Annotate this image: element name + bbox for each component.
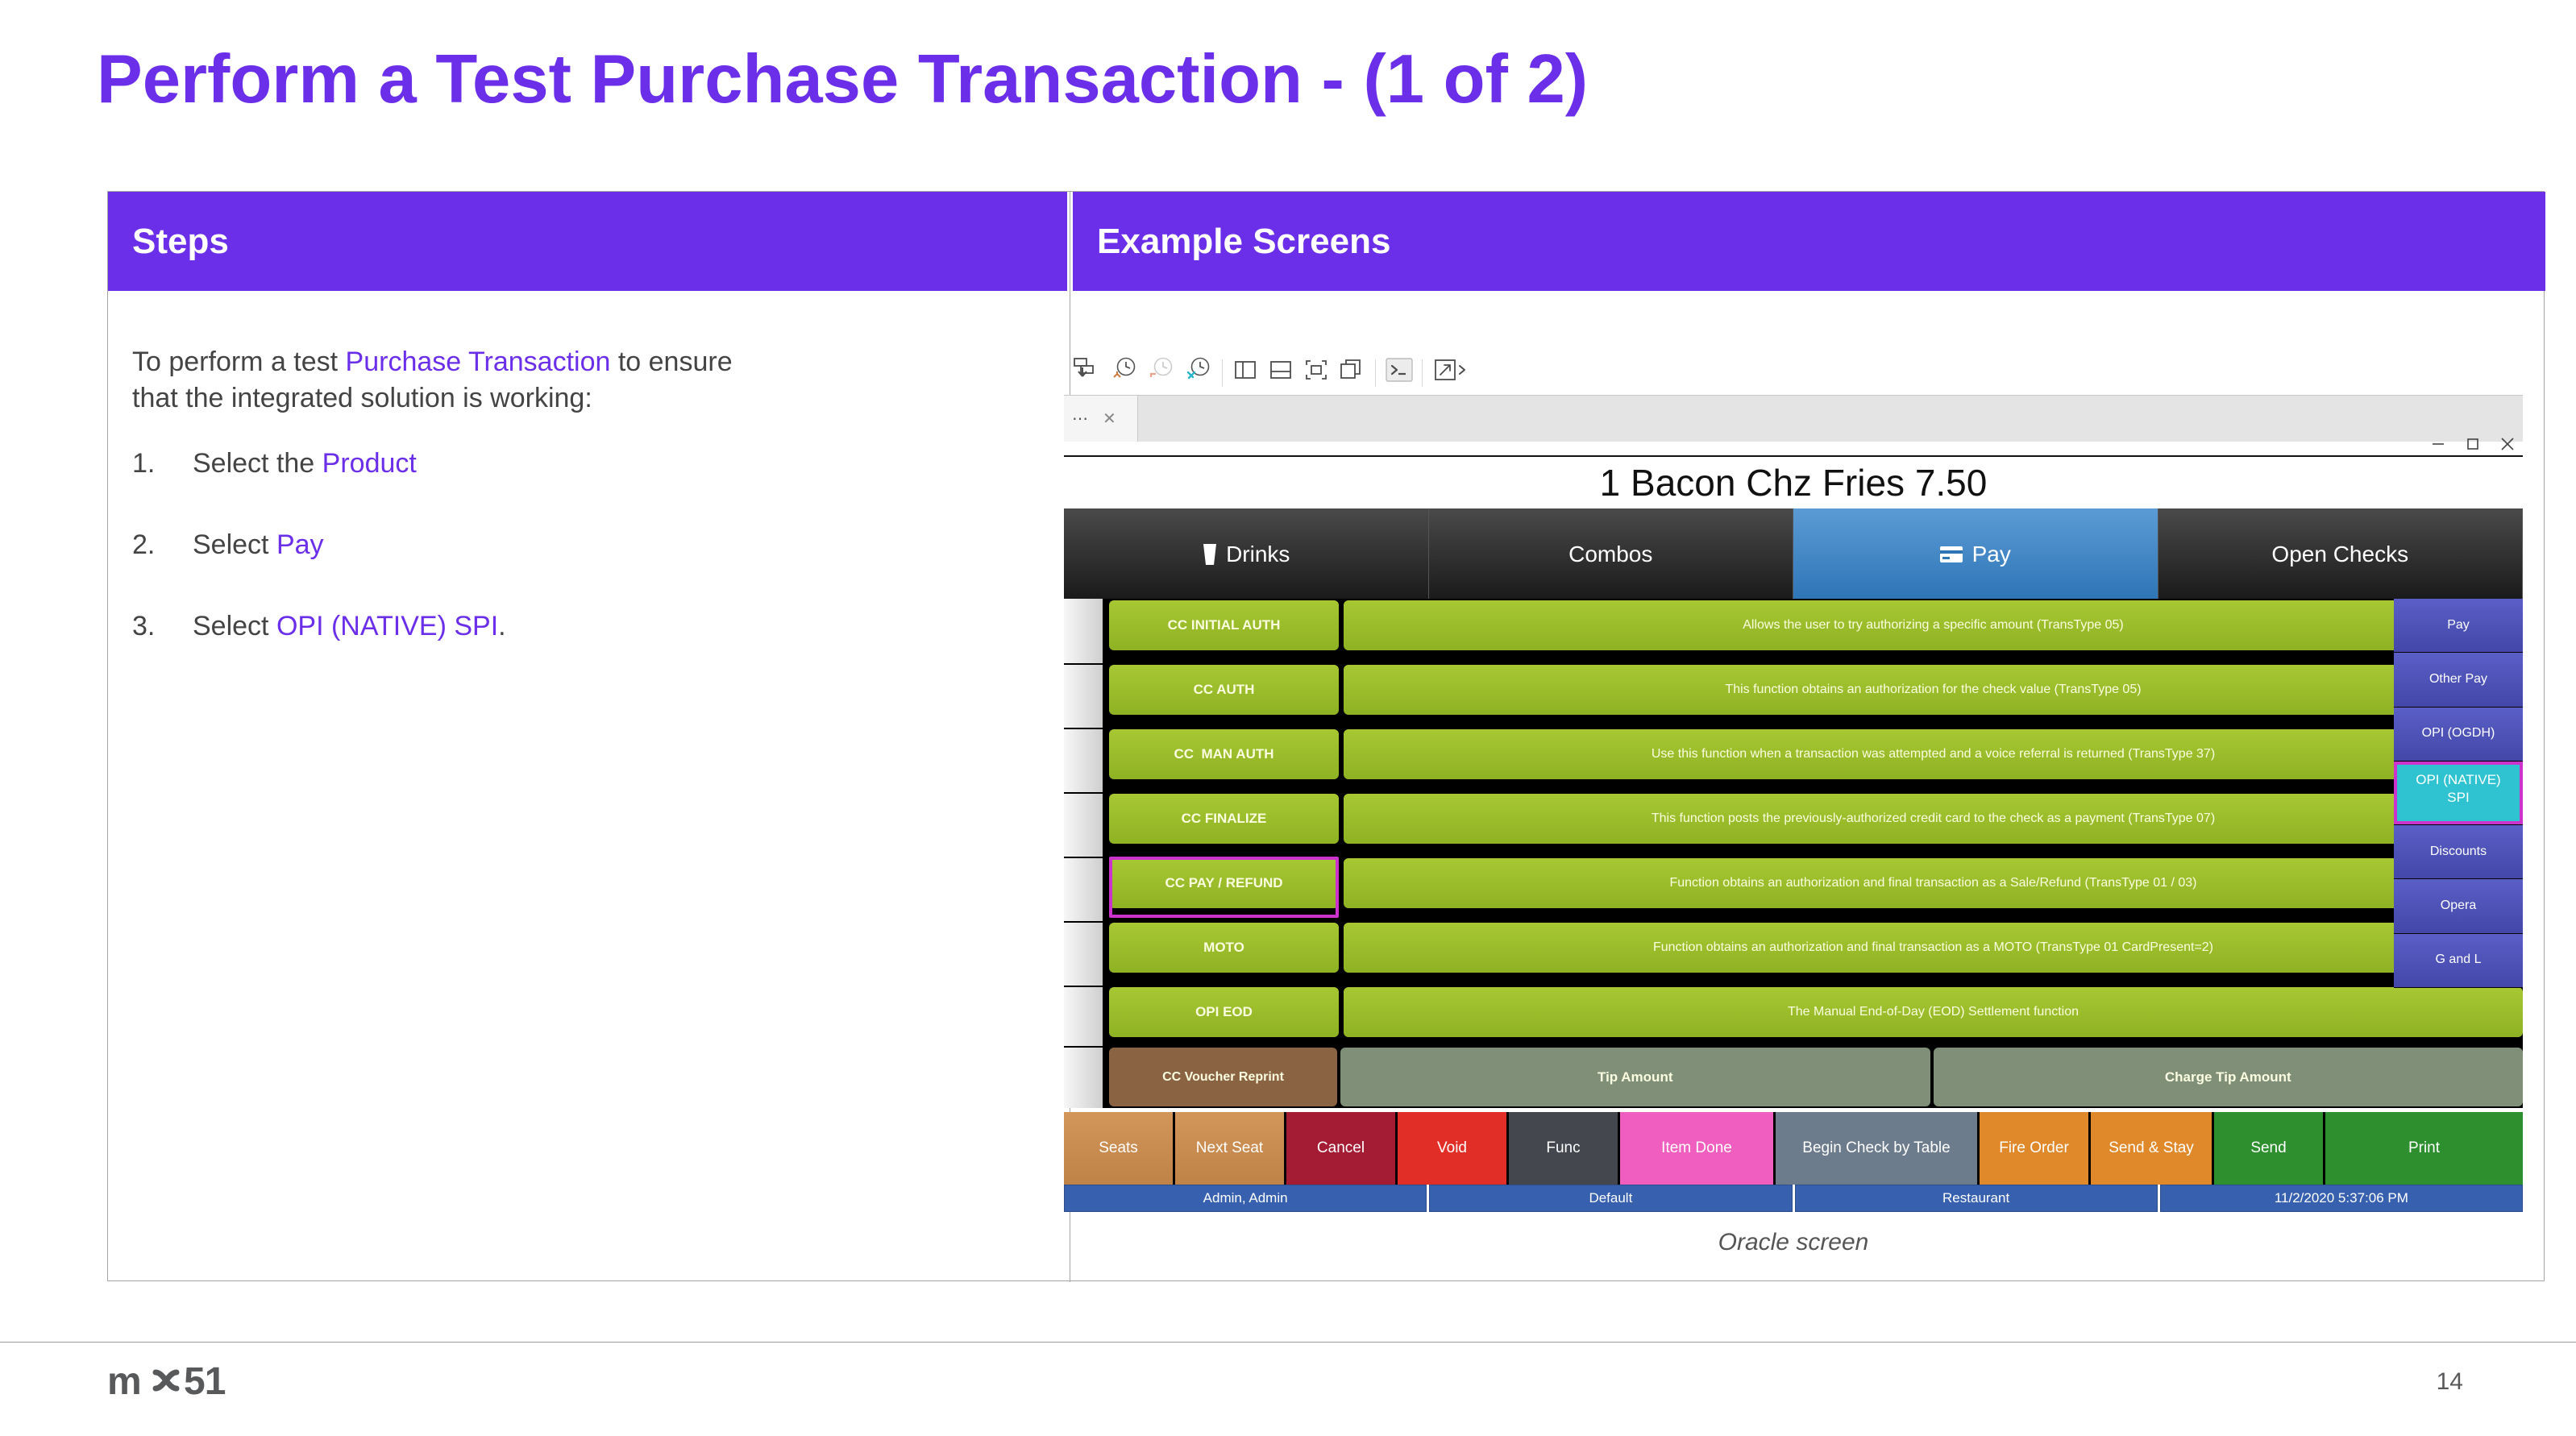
svg-text:m: m bbox=[107, 1360, 141, 1403]
svg-text:51: 51 bbox=[184, 1360, 226, 1403]
